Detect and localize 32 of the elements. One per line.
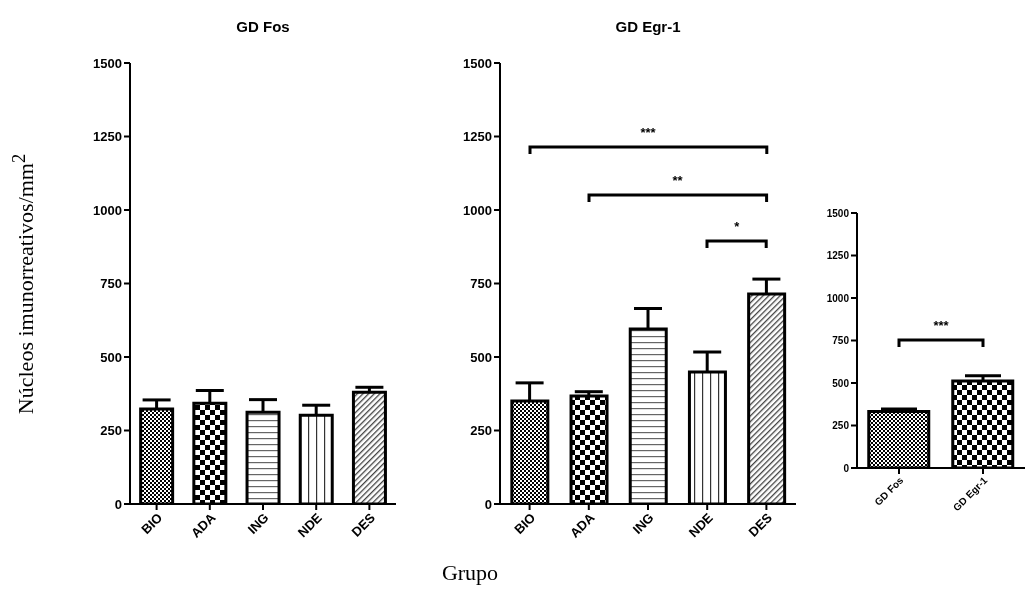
y-tick-label: 250 (100, 423, 122, 439)
x-tick-label: BIO (138, 510, 166, 537)
x-tick-label: ING (244, 510, 272, 537)
y-tick-label: 1000 (93, 202, 122, 218)
y-tick-label: 500 (832, 377, 850, 389)
chart-title: GD Fos (235, 18, 291, 35)
y-tick-label: 1000 (826, 292, 850, 304)
x-tick-label: ING (629, 510, 657, 537)
y-tick-label: 500 (100, 349, 122, 365)
y-tick-label: 0 (484, 496, 492, 512)
y-tick-label: 0 (843, 462, 850, 474)
annotation: ** (671, 173, 684, 189)
y-tick-label: 250 (832, 420, 850, 432)
y-tick-label: 1250 (93, 129, 122, 145)
y-tick-label: 250 (470, 423, 492, 439)
y-tick-label: 0 (114, 496, 122, 512)
annotation: * (733, 218, 741, 234)
y-tick-label: 1250 (826, 250, 850, 262)
annotation: *** (639, 125, 657, 141)
y-tick-label: 750 (100, 276, 122, 292)
y-tick-label: 750 (470, 276, 492, 292)
y-tick-label: 1250 (463, 129, 492, 145)
chart-title: GD Egr-1 (614, 18, 682, 35)
x-tick-label: BIO (511, 510, 539, 537)
y-tick-label: 750 (832, 335, 850, 347)
y-tick-label: 1000 (463, 202, 492, 218)
annotation: *** (932, 317, 950, 333)
y-tick-label: 1500 (826, 207, 850, 219)
y-tick-label: 1500 (463, 55, 492, 71)
y-tick-label: 500 (470, 349, 492, 365)
y-tick-label: 1500 (93, 55, 122, 71)
x-axis-title: Grupo (440, 560, 500, 586)
